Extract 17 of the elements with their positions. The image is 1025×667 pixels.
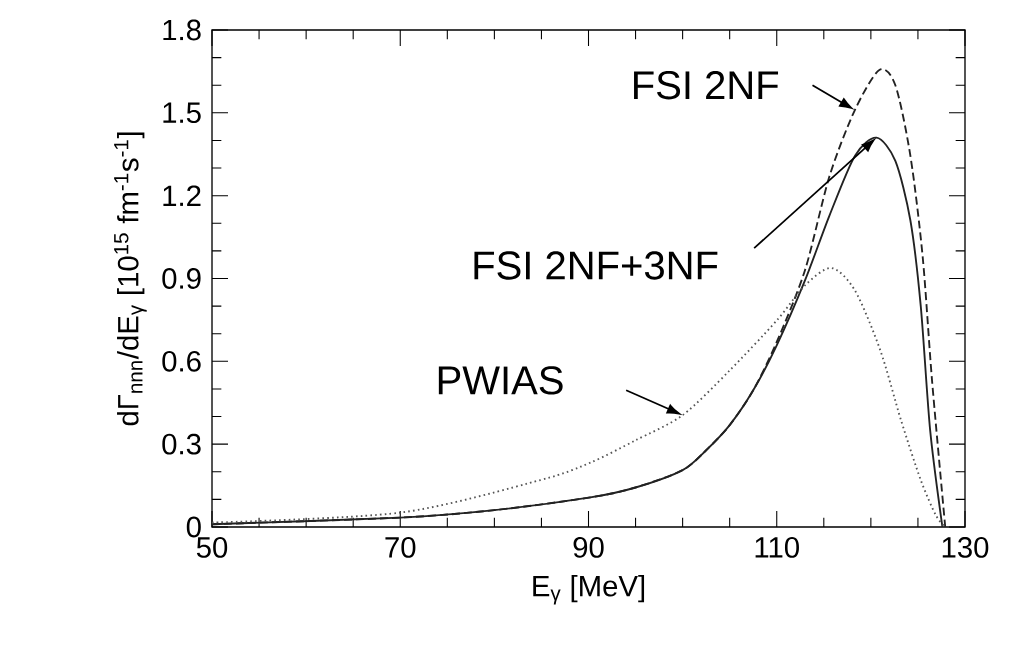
y-tick-label: 1.8 xyxy=(163,19,201,41)
x-tick-label: 130 xyxy=(942,537,989,558)
y-tick-label: 0.3 xyxy=(162,433,201,455)
y-tick-label: 1.2 xyxy=(163,185,201,206)
text: dΓ$_{nnn}$/dE$_{γ}$ [10$^{15}$ fm$^{-1}$s$^{-1}$] xyxy=(114,132,147,426)
y-tick-label: 0.9 xyxy=(162,268,201,289)
text: FSI 2NF+3NF xyxy=(474,251,718,280)
y-tick-label: 1.5 xyxy=(163,102,201,124)
series-label: FSI 2NF xyxy=(634,71,779,100)
y-tick-label: 0.6 xyxy=(162,350,201,372)
series-label: PWIAS xyxy=(438,366,563,395)
x-tick-label: 90 xyxy=(573,537,604,558)
x-tick-label: 50 xyxy=(196,537,228,558)
x-axis-title: E$_{γ}$ [MeV] xyxy=(533,574,645,605)
x-tick-label: 110 xyxy=(755,537,799,558)
y-tick-label: 0 xyxy=(186,516,201,538)
x-tick-label: 70 xyxy=(385,537,416,558)
